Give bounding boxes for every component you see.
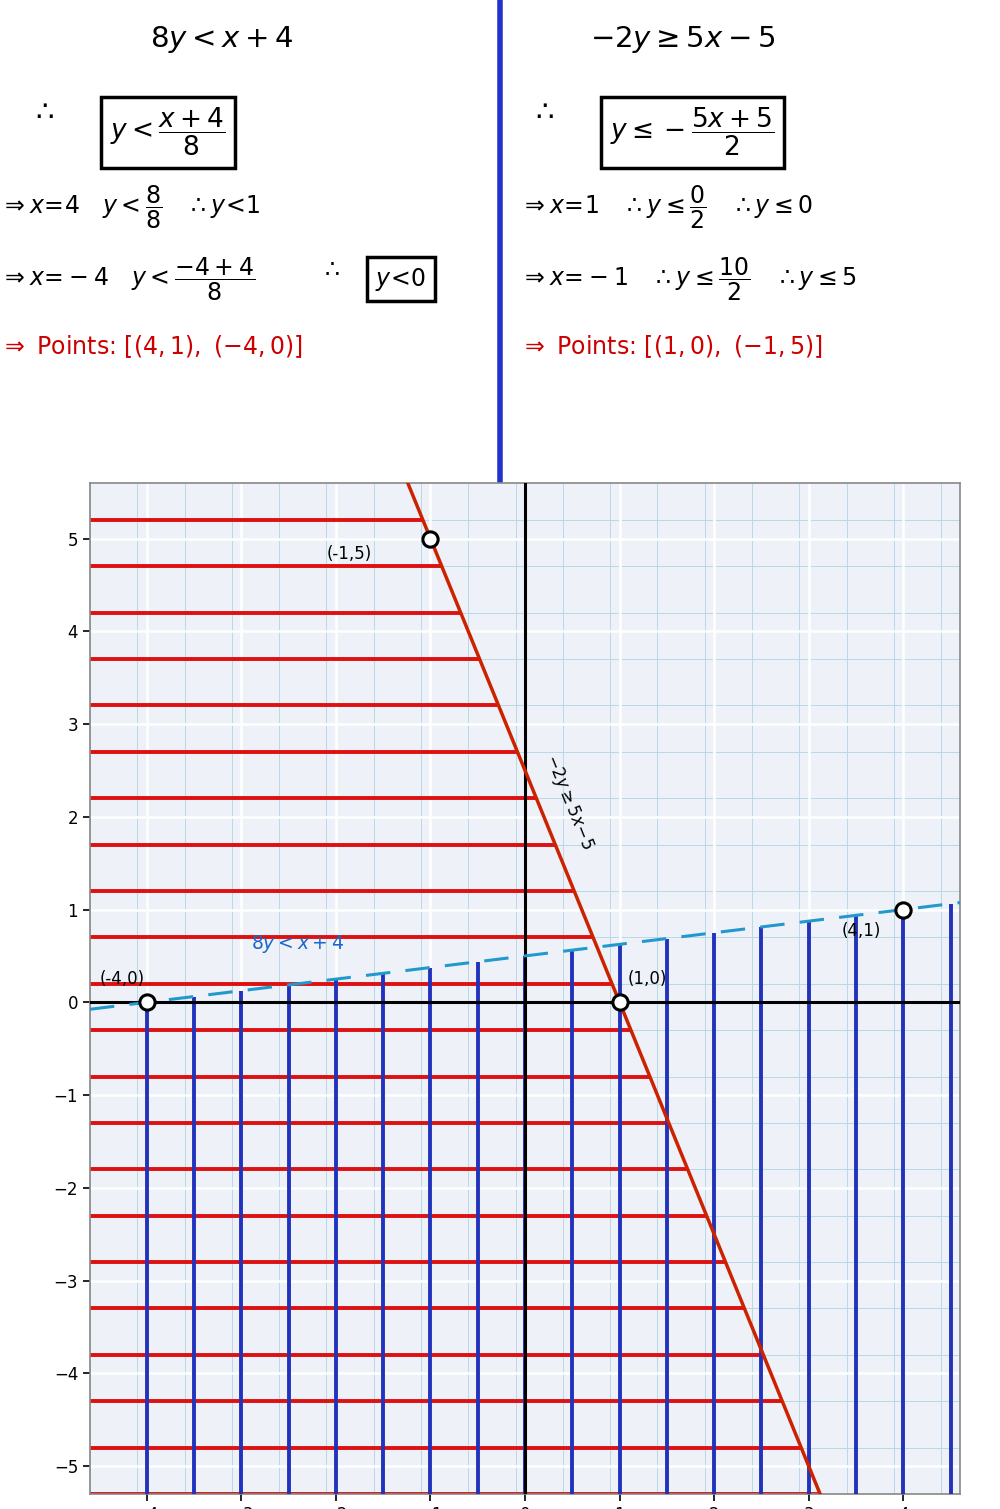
Text: $y \leq -\dfrac{5x+5}{2}$: $y \leq -\dfrac{5x+5}{2}$ [610,106,775,158]
Text: $\Rightarrow$ Points: $[(4,1),\ (-4,0)]$: $\Rightarrow$ Points: $[(4,1),\ (-4,0)]$ [0,333,303,361]
Text: $\therefore$: $\therefore$ [320,257,340,281]
Text: (-4,0): (-4,0) [99,970,145,988]
Text: $\Rightarrow$ Points: $[(1,0),\ (-1,5)]$: $\Rightarrow$ Points: $[(1,0),\ (-1,5)]$ [520,333,823,361]
Text: $\Rightarrow x\!=\!-4 \quad y < \dfrac{-4+4}{8}$: $\Rightarrow x\!=\!-4 \quad y < \dfrac{-… [0,257,255,303]
Text: $\therefore$: $\therefore$ [30,97,54,125]
Text: (-1,5): (-1,5) [326,545,372,563]
Text: $-2y \geq 5x-5$: $-2y \geq 5x-5$ [590,24,775,56]
Text: (4,1): (4,1) [842,922,881,940]
Text: $\Rightarrow x\!=\!1 \quad \therefore y \leq \dfrac{0}{2} \quad \therefore y \le: $\Rightarrow x\!=\!1 \quad \therefore y … [520,184,813,231]
Text: $y\!<\!0$: $y\!<\!0$ [375,266,426,293]
Text: $\Rightarrow x\!=\!4 \quad y < \dfrac{8}{8} \quad \therefore y\!<\!1$: $\Rightarrow x\!=\!4 \quad y < \dfrac{8}… [0,184,261,231]
Text: $\therefore$: $\therefore$ [530,97,554,125]
Text: $8y < x+4$: $8y < x+4$ [251,933,344,955]
Text: $8y < x+4$: $8y < x+4$ [150,24,293,56]
Text: $\Rightarrow x\!=\!-1 \quad \therefore y \leq \dfrac{10}{2} \quad \therefore y \: $\Rightarrow x\!=\!-1 \quad \therefore y… [520,257,857,303]
Text: $y < \dfrac{x+4}{8}$: $y < \dfrac{x+4}{8}$ [110,106,225,158]
Text: $-2y \geq 5x\!-\!5$: $-2y \geq 5x\!-\!5$ [540,751,598,853]
Text: (1,0): (1,0) [627,970,667,988]
